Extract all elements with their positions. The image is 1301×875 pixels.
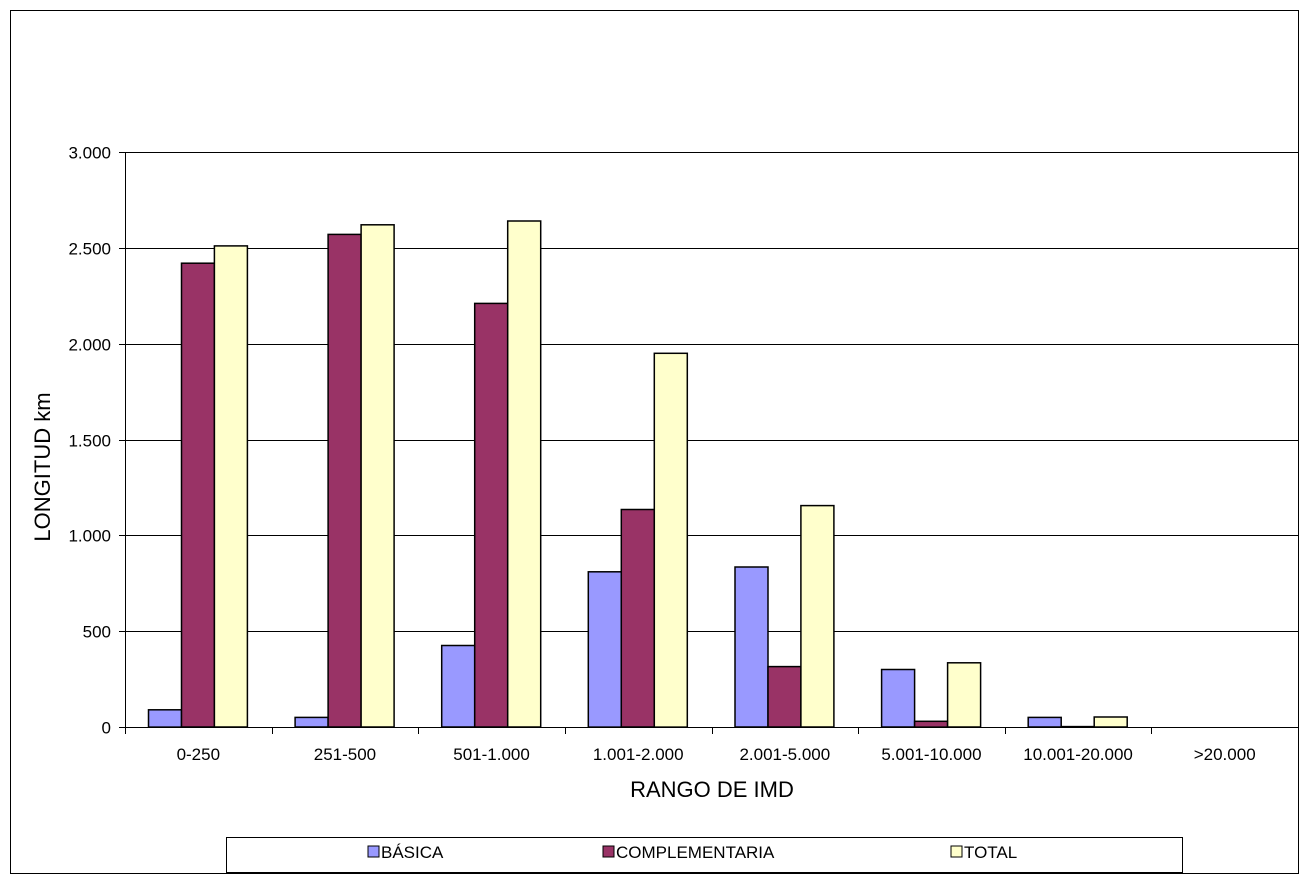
bar — [213, 245, 249, 728]
bar — [147, 709, 183, 728]
grid-lines — [125, 152, 1298, 632]
y-axis-title: LONGITUD km — [30, 392, 55, 541]
bar — [653, 352, 689, 728]
legend-swatch — [950, 845, 963, 858]
y-tick-label: 0 — [102, 719, 111, 738]
x-tick-label: 501-1.000 — [453, 745, 530, 764]
bar — [440, 644, 476, 728]
y-tick-label: 2.500 — [68, 240, 111, 259]
bar — [946, 662, 982, 728]
y-tick-label: 1.500 — [68, 432, 111, 451]
legend-label: TOTAL — [964, 843, 1017, 862]
y-tick-label: 3.000 — [68, 144, 111, 163]
legend-swatch — [602, 845, 615, 858]
y-tick-label: 1.000 — [68, 527, 111, 546]
bar — [473, 302, 509, 728]
x-tick-label: 5.001-10.000 — [881, 745, 981, 764]
y-tick-labels: 0 500 1.000 1.500 2.000 2.500 3.000 — [68, 144, 125, 738]
bar — [800, 504, 835, 728]
x-tick-label: 2.001-5.000 — [739, 745, 830, 764]
legend-label: COMPLEMENTARIA — [616, 843, 775, 862]
x-tick-label: 1.001-2.000 — [593, 745, 684, 764]
x-tick-label: 251-500 — [314, 745, 376, 764]
y-tick-label: 500 — [83, 623, 111, 642]
legend-label: BÁSICA — [381, 843, 444, 862]
legend: BÁSICA COMPLEMENTARIA TOTAL — [367, 843, 1017, 862]
bar — [180, 262, 216, 728]
x-tick-label: 10.001-20.000 — [1023, 745, 1133, 764]
bar — [1027, 716, 1062, 728]
bar — [767, 665, 802, 728]
x-tick-label: 0-250 — [177, 745, 220, 764]
bar — [327, 233, 362, 728]
legend-swatch — [367, 845, 380, 858]
bar — [734, 566, 769, 728]
bars — [147, 220, 1128, 728]
bar — [620, 508, 656, 728]
bar — [587, 571, 623, 728]
bar — [294, 716, 329, 728]
axes — [125, 152, 1298, 728]
x-tick-label: >20.000 — [1194, 745, 1256, 764]
bar — [913, 720, 949, 728]
bar — [880, 668, 916, 728]
x-axis-title: RANGO DE IMD — [630, 777, 794, 802]
x-tick-labels: 0-250 251-500 501-1.000 1.001-2.000 2.001-5.… — [125, 727, 1299, 764]
bar — [1093, 716, 1128, 728]
bar — [506, 220, 542, 728]
bar — [360, 224, 395, 728]
legend-box — [226, 837, 1183, 873]
y-tick-label: 2.000 — [68, 336, 111, 355]
